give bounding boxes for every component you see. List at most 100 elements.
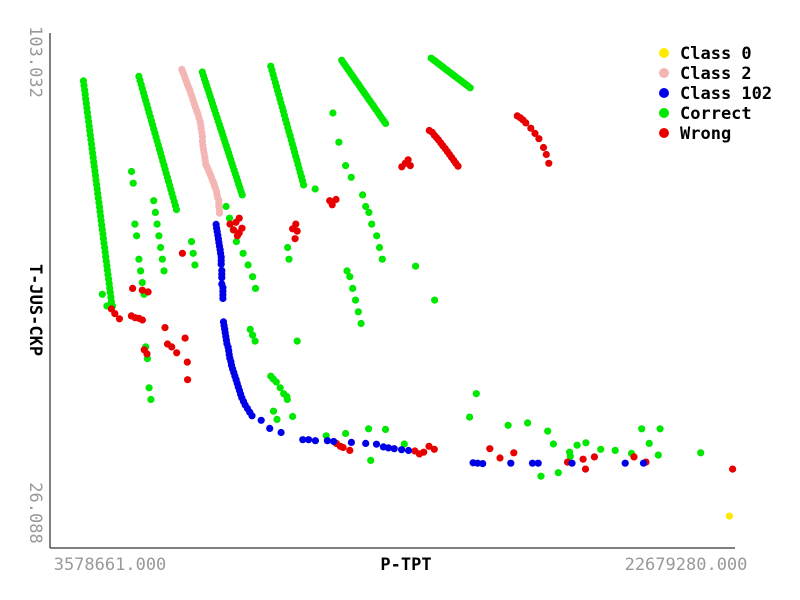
point-correct-268 [343,267,351,275]
legend-label-class-0: Class 0 [680,44,752,64]
point-class-102-50 [299,436,307,444]
point-wrong-72 [496,454,504,462]
point-correct-240 [272,378,280,386]
point-class-102-46 [248,412,256,420]
point-correct-222 [158,255,166,263]
point-wrong-21 [230,226,238,234]
legend-label-class-2: Class 2 [680,64,752,84]
point-class-102-67 [528,459,537,467]
point-correct-210 [137,267,145,275]
point-correct-230 [232,238,240,246]
point-correct-288 [645,439,653,447]
point-correct-250 [329,109,337,117]
point-wrong-17 [183,358,191,366]
point-wrong-5 [138,286,146,294]
point-wrong-37 [406,162,414,170]
point-correct-276 [472,390,480,398]
point-wrong-75 [579,455,587,463]
point-correct-289 [654,451,662,459]
point-correct-254 [359,191,367,199]
point-wrong-12 [161,324,169,332]
point-wrong-71 [486,445,494,453]
point-correct-223 [160,267,168,275]
point-wrong-56 [527,124,535,132]
point-correct-241 [276,384,284,392]
x-axis-label: P-TPT [380,555,431,575]
point-wrong-3 [144,288,152,296]
point-correct-235 [246,325,254,333]
point-correct-244 [269,407,278,415]
point-correct-149 [300,181,308,189]
point-correct-279 [544,427,552,435]
point-wrong-16 [178,249,186,257]
point-wrong-11 [143,350,151,358]
legend-marker-wrong [659,128,669,138]
point-class-102-54 [330,437,338,446]
point-wrong-32 [328,201,336,209]
point-wrong-26 [235,214,243,222]
point-correct-260 [378,255,386,263]
x-tick-label-max: 22679280.000 [625,555,748,575]
point-correct-177 [382,119,390,128]
point-correct-218 [151,208,159,216]
point-wrong-73 [510,449,518,457]
point-wrong-9 [138,316,146,324]
point-correct-261 [283,393,291,401]
point-wrong-78 [630,453,638,461]
point-correct-283 [597,445,605,453]
legend-item-class-2: Class 2 [659,64,752,84]
point-wrong-61 [545,159,553,167]
y-tick-label-max: 103.032 [25,26,45,98]
point-wrong-68 [420,448,428,456]
point-correct-211 [138,279,146,287]
point-wrong-57 [531,129,539,137]
point-class-102-49 [277,428,285,437]
point-wrong-20 [226,220,234,228]
legend-marker-class-2 [659,68,669,78]
point-wrong-14 [168,343,176,351]
legend-label-wrong: Wrong [680,124,731,144]
point-correct-227 [222,202,230,211]
point-correct-277 [466,413,474,421]
point-class-102-68 [534,459,542,467]
point-correct-217 [150,197,158,205]
point-correct-271 [351,296,360,304]
point-class-102-57 [372,440,381,448]
legend-marker-class-102 [659,88,669,98]
point-correct-225 [189,249,197,257]
point-wrong-2 [115,315,123,323]
point-wrong-55 [522,119,530,127]
point-correct-234 [251,284,260,292]
point-correct-221 [157,243,165,252]
point-class-102-65 [479,460,487,468]
point-correct-255 [362,202,370,211]
point-correct-282 [582,439,590,447]
point-correct-233 [249,273,257,281]
point-correct-232 [244,261,252,269]
point-wrong-33 [332,195,340,204]
point-wrong-69 [425,442,433,450]
legend-label-correct: Correct [680,104,752,124]
point-correct-206 [129,179,137,187]
point-wrong-1 [111,310,119,318]
point-correct-258 [373,232,381,240]
point-correct-231 [239,249,247,257]
point-correct-294 [504,421,512,429]
legend-marker-class-0 [659,48,669,58]
point-correct-256 [365,208,373,216]
point-correct-248 [285,255,293,263]
point-correct-201 [466,84,474,92]
point-correct-246 [293,337,301,345]
point-wrong-60 [542,150,550,159]
point-wrong-76 [581,465,590,473]
point-correct-247 [284,243,292,252]
point-correct-257 [368,220,376,228]
point-wrong-70 [430,445,438,453]
point-class-102-56 [362,439,370,447]
point-correct-216 [147,395,155,404]
point-correct-265 [365,425,373,433]
point-class-102-48 [266,424,274,432]
point-correct-272 [354,308,362,316]
legend-item-class-102: Class 102 [659,84,772,104]
